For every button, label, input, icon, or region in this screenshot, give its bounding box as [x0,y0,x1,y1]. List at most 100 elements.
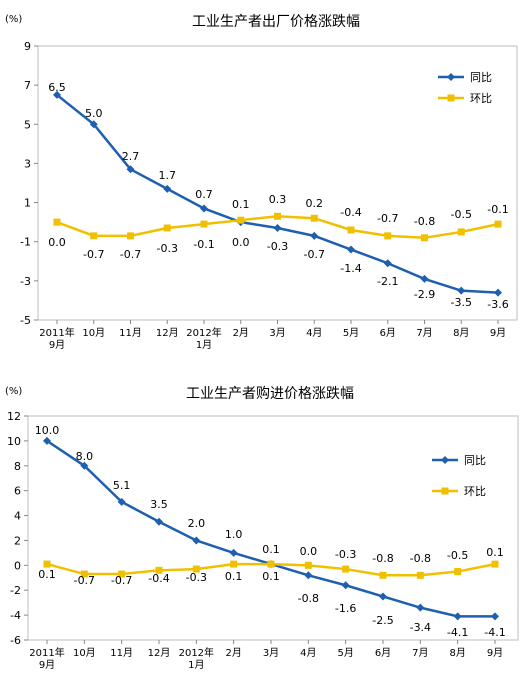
chart0-ytick-label: 1 [24,197,31,210]
chart0-data-label-1: -0.7 [83,248,104,261]
chart0-ytick-label: 5 [24,118,31,131]
chart1-series-point-1 [491,560,499,568]
chart0-data-label-1: -0.3 [157,242,178,255]
chart0-data-label-0: 6.5 [48,81,66,94]
chart1-series-point-0 [304,571,313,580]
chart0-data-label-0: 5.0 [85,107,103,120]
chart0-series-point-0 [347,245,355,254]
chart1-ytick-label: 4 [14,510,21,523]
chart1-data-label-1: -2.5 [372,614,393,627]
chart1-data-label-1: 0.1 [262,570,280,583]
chart0-ytick-label: -5 [20,314,31,327]
chart1-ytick-label: 10 [7,435,21,448]
chart1-plot-area [27,415,519,641]
chart1-legend-label-1: 环比 [464,485,486,498]
chart1-series-line-0 [46,439,495,618]
chart1-data-label-0: 10.0 [35,424,60,437]
chart0-series-point-0 [273,224,282,233]
chart0-data-label-1: 0.0 [48,236,66,249]
chart1-xtick-label: 9月 [487,647,503,659]
chart1-series-point-0 [491,612,499,621]
chart0-xtick-label: 5月 [343,327,359,339]
chart1-xtick-label: 2月 [225,647,241,659]
chart1-series-point-1 [454,568,462,576]
chart0-ytick-label: -1 [20,236,31,249]
chart1-ytick-label: 0 [14,559,21,572]
chart-purchase-price: 工业生产者购进价格涨跌幅 (%) 12 10 8 6 4 2 0 -2 -4 -6 2011年 9月 10月… [0,350,523,682]
chart0-ytick-label: -3 [20,275,31,288]
chart0-series-point-0 [383,259,392,268]
chart1-series-point-0 [192,536,201,545]
chart1-data-label-0: 2.0 [188,517,206,530]
chart1-data-label-1: -4.1 [484,626,505,639]
chart1-data-label-1: -4.1 [447,626,468,639]
chart1-data-label-1: -1.6 [335,602,356,615]
chart1-title: 工业生产者购进价格涨跌幅 [186,386,354,402]
chart0-xtick-label: 4月 [306,327,322,339]
chart1-xtick-label: 1月 [188,659,204,671]
chart0-legend-label-1: 环比 [470,92,492,105]
chart0-series-point-1 [200,220,208,228]
chart1-series-point-1 [43,560,51,568]
chart0-xtick-label: 11月 [119,327,142,339]
chart1-data-label-0: -0.8 [372,552,393,565]
chart1-data-label-1: -0.7 [74,574,95,587]
chart0-xtick-label: 2012年 [186,326,221,339]
chart1-data-label-0: 5.1 [113,479,131,492]
chart1-series-point-1 [267,560,275,568]
chart0-data-label-0: -0.7 [377,212,398,225]
chart1-legend-marker-0 [441,456,449,464]
chart0-series-point-0 [494,288,502,297]
chart0-series-point-0 [420,274,429,283]
chart0-data-label-0: -0.4 [340,206,361,219]
chart0-unit-label: (%) [5,14,22,25]
chart0-series-point-1 [127,232,134,240]
chart0-series-point-0 [89,120,98,129]
chart1-data-label-1: -0.8 [298,592,319,605]
chart1-xtick-label: 3月 [263,647,279,659]
chart0-data-label-0: -0.1 [487,203,508,216]
chart1-data-label-0: 0.0 [300,545,318,558]
chart0-series-point-0 [53,90,61,99]
chart0-series-point-1 [53,218,61,226]
chart0-xtick-label: 9月 [49,339,65,350]
chart1-series-point-0 [229,548,238,557]
chart1-ytick-label: -4 [10,609,21,622]
chart1-data-label-0: -0.5 [447,549,468,562]
chart0-series-point-0 [126,165,135,174]
chart1-series-point-0 [117,497,126,506]
chart1-data-label-1: 0.1 [225,570,243,583]
chart0-data-label-1: -0.1 [193,238,214,251]
chart1-ytick-label: -6 [10,634,21,647]
chart0-series-point-0 [200,204,208,213]
chart0-data-label-1: 0.0 [232,236,250,249]
chart1-data-label-1: -0.7 [111,574,132,587]
chart1-series-point-1 [80,570,88,578]
chart1-legend-label-0: 同比 [464,454,486,467]
chart0-data-label-0: 2.7 [122,150,140,163]
chart0-legend-marker-1 [447,94,455,102]
chart1-series-point-0 [379,592,387,601]
chart0-data-label-1: -2.9 [414,288,435,301]
chart0-plot-area [37,45,518,321]
chart1-ytick-label: -2 [10,584,21,597]
chart0-xtick-label: 12月 [156,327,179,339]
chart0-xtick-label: 9月 [490,327,506,339]
chart0-series-point-1 [237,216,245,224]
chart1-series-point-1 [155,566,163,574]
chart0-legend-marker-0 [447,73,455,81]
chart1-legend-marker-1 [441,487,449,495]
chart0-data-label-0: 0.1 [232,198,250,211]
chart1-series-point-0 [80,461,89,470]
chart0-series-point-0 [310,231,319,240]
chart1-series-point-1 [304,561,312,569]
chart-purchase-price-svg: 工业生产者购进价格涨跌幅(%)121086420-2-4-62011年9月10月… [5,386,519,671]
chart1-series-point-0 [341,581,350,590]
chart0-ytick-label: 9 [24,40,31,53]
chart1-series-point-1 [416,571,424,579]
chart0-series-point-1 [90,232,98,240]
chart1-series-point-0 [416,603,425,612]
chart1-data-label-0: 0.1 [486,546,504,559]
chart1-data-label-0: 3.5 [150,498,168,511]
